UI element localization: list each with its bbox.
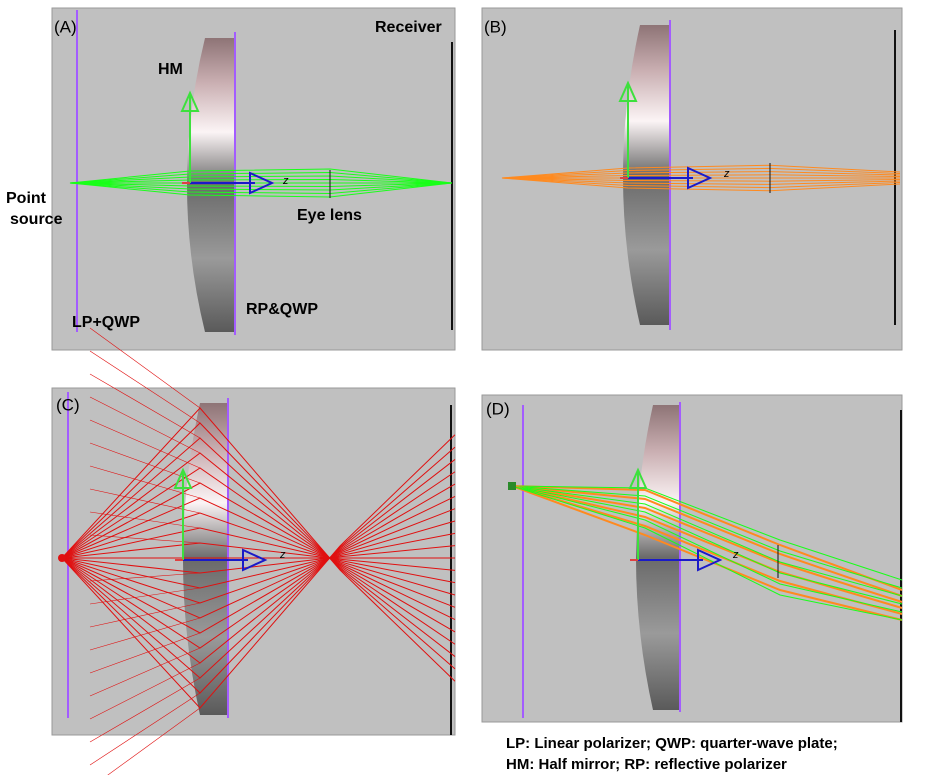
annotation: Point [6,190,47,207]
annotation: source [10,211,63,228]
annotation: HM [158,61,183,78]
axis-label: z [282,175,289,187]
axis-label: z [723,168,730,180]
footnote: LP: Linear polarizer; QWP: quarter-wave … [506,735,838,752]
panel-label: (C) [56,395,80,414]
panel-label: (B) [484,17,507,36]
point-source [58,554,66,562]
annotation: Eye lens [297,207,362,224]
annotation: RP&QWP [246,301,318,318]
axis-label: z [279,549,286,561]
panel-d [482,395,902,722]
panel-label: (A) [54,17,77,36]
footnote: HM: Half mirror; RP: reflective polarize… [506,756,787,773]
panel-label: (D) [486,399,510,418]
figure: (A) (B) (C) (D) z z z z Receiver HM Poin… [0,0,936,775]
point-source [508,482,516,490]
annotation: Receiver [375,19,442,36]
annotation: LP+QWP [72,314,140,331]
panel-c [52,388,455,735]
axis-label: z [732,549,739,561]
